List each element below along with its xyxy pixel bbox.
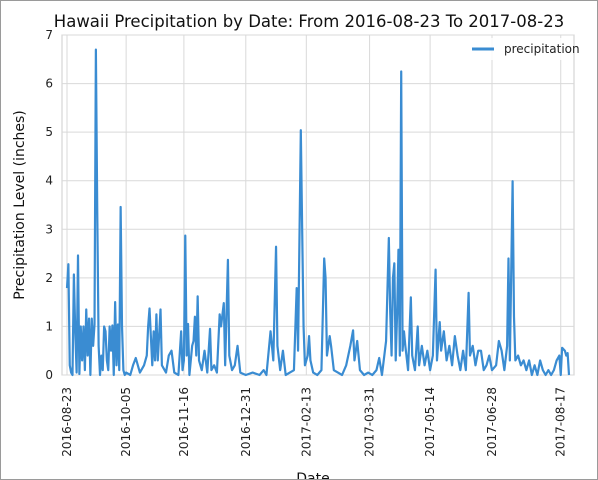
x-tick-label: 2016-08-23 [60, 387, 74, 457]
legend-box [466, 38, 570, 60]
y-axis-label: Precipitation Level (inches) [12, 110, 28, 300]
x-tick-label: 2016-11-16 [177, 387, 191, 457]
x-tick-label: 2016-12-31 [239, 387, 253, 457]
grid-lines [62, 34, 574, 376]
legend: precipitation [466, 38, 580, 60]
y-tick-label: 5 [45, 125, 53, 139]
y-tick-label: 4 [45, 174, 53, 188]
x-axis-label: Date [296, 471, 329, 480]
y-tick-label: 7 [45, 28, 53, 42]
x-tick-label: 2017-03-31 [363, 387, 377, 457]
y-tick-label: 0 [45, 368, 53, 382]
y-tick-labels: 0 1 2 3 4 5 6 7 [45, 28, 53, 382]
x-tick-label: 2017-02-13 [299, 387, 313, 457]
x-tick-label: 2017-05-14 [423, 387, 437, 457]
y-tick-label: 3 [45, 222, 53, 236]
series-line-precipitation [65, 48, 571, 377]
series-group [65, 48, 571, 377]
plot-area [61, 34, 575, 376]
x-tick-label: 2016-10-05 [119, 387, 133, 457]
x-tick-label: 2017-06-28 [485, 387, 499, 457]
x-tick-label: 2017-08-17 [554, 387, 568, 457]
y-tick-label: 1 [45, 319, 53, 333]
chart-title: Hawaii Precipitation by Date: From 2016-… [54, 12, 564, 31]
y-tick-label: 2 [45, 271, 53, 285]
legend-label: precipitation [504, 42, 580, 56]
x-tick-labels: 2016-08-23 2016-10-05 2016-11-16 2016-12-31… [60, 387, 568, 457]
y-tick-label: 6 [45, 77, 53, 91]
